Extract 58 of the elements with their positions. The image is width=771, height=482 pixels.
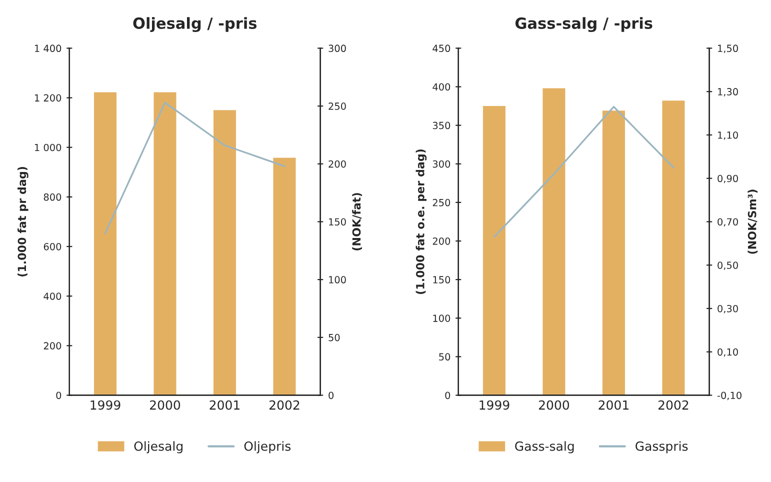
y-tick-label: 300	[432, 160, 450, 168]
y2-tick-label: 100	[329, 276, 346, 284]
y2-tick-label: -0,10	[717, 392, 742, 400]
y-tick-label: 150	[433, 276, 450, 284]
y-tick-label: 350	[432, 122, 450, 130]
chart-title: Oljesalg / -pris	[133, 17, 257, 32]
y-tick-label: 200	[44, 342, 62, 350]
y2-axis-title: (NOK/fat)	[352, 193, 362, 250]
y-tick-label: 400	[432, 83, 450, 91]
chart-title: Gass-salg / -pris	[515, 17, 652, 32]
y2-tick-label: 0,30	[718, 304, 738, 314]
legend-label: Oljepris	[244, 441, 291, 454]
y-axis-title: (1.000 fat o.e. per dag)	[416, 149, 427, 294]
y-tick-label: 400	[44, 292, 62, 300]
y2-tick-label: 1,50	[718, 44, 738, 54]
y-tick-label: 250	[432, 198, 450, 206]
y-tick-label: 50	[439, 353, 450, 361]
legend-label: Gass-salg	[515, 441, 574, 454]
x-tick-label: 2000	[150, 400, 180, 410]
y2-tick-label: 250	[328, 102, 346, 110]
x-tick-label: 2002	[658, 400, 688, 410]
y2-tick-label: 200	[328, 160, 346, 168]
y2-tick-label: 0	[328, 392, 334, 400]
x-tick-label: 2001	[598, 400, 628, 410]
y2-tick-label: 1,30	[718, 88, 738, 96]
line-series	[104, 102, 286, 234]
y-tick-label: 600	[44, 242, 62, 250]
x-tick-label: 1999	[480, 400, 510, 410]
x-tick-label: 2000	[538, 400, 570, 410]
y-tick-label: 1 200	[34, 94, 62, 102]
y2-tick-label: 0,10	[718, 348, 738, 357]
y2-tick-label: 300	[328, 44, 346, 52]
y-tick-label: 1 400	[34, 44, 62, 52]
bar	[272, 156, 298, 396]
y-tick-label: 1 000	[34, 144, 62, 152]
legend-label: Oljesalg	[134, 441, 182, 454]
y2-tick-label: 1,10	[718, 131, 738, 140]
y-tick-label: 450	[432, 44, 450, 52]
y2-axis-title: (NOK/Sm³)	[748, 190, 758, 254]
y2-tick-label: 0,70	[718, 218, 738, 227]
bar	[92, 90, 118, 396]
legend-label: Gasspris	[636, 441, 688, 454]
x-tick-label: 2002	[270, 400, 300, 410]
y-tick-label: 200	[432, 237, 450, 245]
bar	[212, 108, 238, 396]
x-tick-label: 2001	[210, 400, 240, 410]
y2-tick-label: 50	[328, 334, 340, 342]
y2-tick-label: 0,90	[718, 174, 738, 184]
y-tick-label: 100	[433, 314, 450, 322]
bar	[152, 90, 178, 396]
x-tick-label: 1999	[90, 400, 120, 410]
y2-tick-label: 150	[329, 218, 346, 226]
y2-tick-label: 0,50	[718, 262, 738, 270]
line-series	[493, 106, 674, 238]
y-axis-title: (1.000 fat pr dag)	[18, 166, 28, 276]
y-tick-label: 800	[44, 193, 62, 201]
y-tick-label: 0	[56, 392, 62, 400]
y-tick-label: 0	[445, 392, 450, 400]
